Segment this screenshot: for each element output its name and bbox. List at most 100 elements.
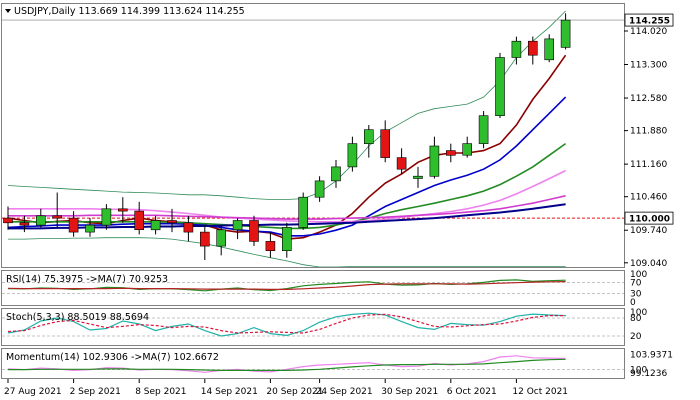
bull-candle-body (347, 143, 358, 168)
date-tick-label: 2 Sep 2021 (70, 387, 121, 397)
bull-candle-body (101, 208, 112, 226)
candle (462, 136, 473, 158)
candle (249, 215, 259, 247)
bull-candle-body (150, 220, 161, 231)
level-badge: 110.000 (624, 211, 674, 225)
bull-candle-body (478, 115, 489, 144)
candle (478, 111, 489, 149)
candle (495, 52, 505, 119)
price-plot-area (2, 10, 624, 267)
bear-candle-body (527, 40, 538, 56)
candle (331, 159, 341, 188)
price-tick-label: 109.040 (630, 259, 667, 269)
candle (527, 36, 538, 65)
bull-candle-body (298, 196, 309, 228)
date-tick-label: 12 Oct 2021 (512, 387, 568, 397)
level-badge-box (624, 211, 674, 225)
bull-candle-body (85, 224, 95, 233)
stoch-label: Stoch(5,3,3) 88.5019 88.5694 (6, 312, 149, 323)
stoch-plot-area (2, 312, 624, 337)
candle (363, 125, 374, 158)
bear-candle-body (396, 157, 407, 170)
candle (347, 136, 358, 172)
momentum-panel-frame (1, 348, 625, 379)
candle (265, 232, 276, 258)
candle (183, 215, 194, 242)
indicator-tick-label: 20 (630, 332, 642, 342)
collapse-triangle-icon[interactable] (5, 9, 11, 13)
moving-average-5 (8, 195, 566, 220)
bear-candle-body (265, 241, 276, 251)
price-axis: 114.020 113.300 112.580 111.880 111.160 110.4… (624, 13, 674, 269)
bull-candle-body (363, 129, 374, 144)
chart-title: USDJPY,Daily 113.669 114.399 113.624 114… (14, 6, 245, 17)
last-price-badge-text: 114.255 (629, 17, 670, 27)
indicator-tick-label: 100 (630, 270, 647, 280)
candle (200, 225, 210, 261)
candle (19, 215, 30, 233)
indicator-series-0-1 (7, 281, 566, 290)
bear-candle-body (3, 217, 13, 224)
last-price-badge-box (624, 13, 674, 27)
indicator-series-2-1 (8, 358, 566, 371)
moving-average-4 (8, 169, 566, 223)
date-tick-label: 27 Aug 2021 (4, 387, 62, 397)
indicator-series-1-1 (7, 313, 566, 334)
bull-candle-body (429, 145, 440, 177)
candle (511, 36, 522, 65)
bull-candle-body (413, 175, 423, 179)
bear-candle-body (380, 129, 391, 158)
stoch-panel-frame (1, 308, 625, 346)
bear-candle-body (200, 231, 210, 247)
price-tick-label: 112.580 (630, 94, 667, 104)
candle (298, 192, 309, 230)
price-tick-label: 114.020 (630, 27, 667, 37)
candle (445, 143, 456, 163)
indicator-tick-label: 99.1236 (630, 369, 667, 379)
bear-candle-body (167, 220, 177, 224)
bull-candle-body (495, 57, 505, 117)
date-axis: 27 Aug 2021 2 Sep 2021 8 Sep 2021 14 Sep 20… (4, 379, 568, 397)
bull-candle-body (216, 229, 226, 247)
bear-candle-body (52, 215, 63, 219)
bull-candle-body (35, 215, 46, 226)
bull-candle-body (560, 19, 571, 48)
candle (134, 201, 144, 235)
bear-candle-body (134, 210, 144, 231)
bull-candle-body (281, 227, 292, 251)
candle (52, 192, 63, 228)
bear-candle-body (445, 150, 456, 156)
price-tick-label: 111.880 (630, 127, 667, 137)
date-tick-label: 6 Oct 2021 (447, 387, 497, 397)
indicator-tick-label: 100 (630, 366, 647, 376)
date-tick-label: 24 Sep 2021 (316, 387, 373, 397)
indicator-tick-label: 70 (630, 278, 642, 288)
bollinger-lower (8, 237, 566, 267)
momentum-label: Momentum(14) 102.9306 ->MA(7) 102.6672 (6, 352, 219, 363)
bull-candle-body (331, 166, 341, 182)
candle (281, 222, 292, 258)
candle (560, 13, 571, 50)
level-badge-text: 110.000 (629, 215, 670, 225)
date-tick-label: 14 Sep 2021 (201, 387, 258, 397)
indicator-tick-label: 30 (630, 290, 642, 300)
indicator-tick-label: 100 (630, 308, 647, 318)
bollinger-upper (7, 10, 566, 200)
candle (101, 204, 112, 230)
rsi-label: RSI(14) 75.3975 ->MA(7) 70.9253 (6, 274, 168, 285)
bull-candle-body (544, 38, 555, 61)
date-tick-label: 8 Sep 2021 (135, 387, 186, 397)
price-tick-label: 113.300 (630, 61, 667, 71)
indicator-series-0-0 (7, 279, 566, 292)
indicator-tick-label: 0 (630, 298, 636, 308)
candle (167, 208, 177, 233)
candle (314, 176, 325, 202)
indicator-tick-label: 80 (630, 314, 642, 324)
date-tick-label: 20 Sep 2021 (266, 387, 323, 397)
candle (216, 225, 226, 256)
last-price-badge: 114.255 (624, 13, 674, 27)
price-tick-label: 111.160 (630, 160, 667, 170)
candle (85, 218, 95, 237)
bull-candle-body (314, 180, 325, 198)
